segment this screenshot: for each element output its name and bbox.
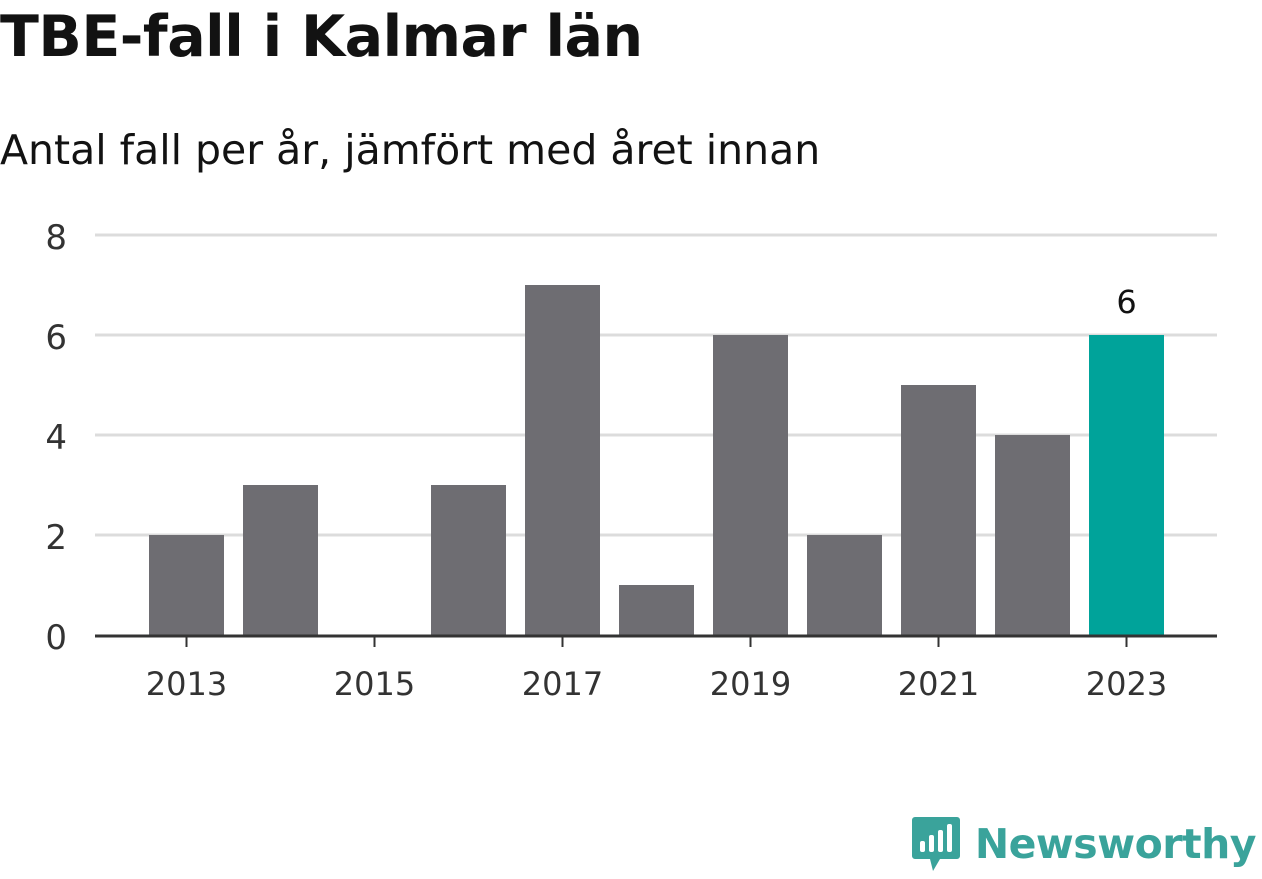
bars [149, 285, 1164, 635]
bar [1089, 335, 1164, 635]
x-tick-label: 2021 [898, 665, 979, 703]
bar [807, 535, 882, 635]
bar [149, 535, 224, 635]
y-tick-label: 4 [45, 418, 67, 458]
x-tick-label: 2013 [146, 665, 227, 703]
y-axis-ticks: 0 2 4 6 8 [45, 218, 67, 658]
bar [901, 385, 976, 635]
bar [619, 585, 694, 635]
chart-subtitle: Antal fall per år, jämfört med året inna… [0, 126, 821, 174]
bar [431, 485, 506, 635]
y-tick-label: 0 [45, 618, 67, 658]
bar [243, 485, 318, 635]
y-tick-label: 6 [45, 318, 67, 358]
x-axis-ticks: 2013 2015 2017 2019 2021 2023 [146, 636, 1167, 703]
x-tick-label: 2015 [334, 665, 415, 703]
newsworthy-logo-icon [911, 817, 960, 871]
x-tick-label: 2023 [1086, 665, 1167, 703]
data-label: 6 [1116, 283, 1136, 321]
y-tick-label: 8 [45, 218, 67, 258]
x-tick-label: 2019 [710, 665, 791, 703]
bar [525, 285, 600, 635]
bar [713, 335, 788, 635]
y-tick-label: 2 [45, 518, 67, 558]
chart-title: TBE-fall i Kalmar län [0, 4, 643, 70]
x-tick-label: 2017 [522, 665, 603, 703]
brand-name: Newsworthy [974, 820, 1257, 868]
bar [995, 435, 1070, 635]
data-labels: 6 [1116, 283, 1136, 321]
bar-chart: 0 2 4 6 8 2013 2015 2017 2019 2021 2023 6 [45, 218, 1217, 703]
brand-logo: Newsworthy [911, 815, 1257, 873]
